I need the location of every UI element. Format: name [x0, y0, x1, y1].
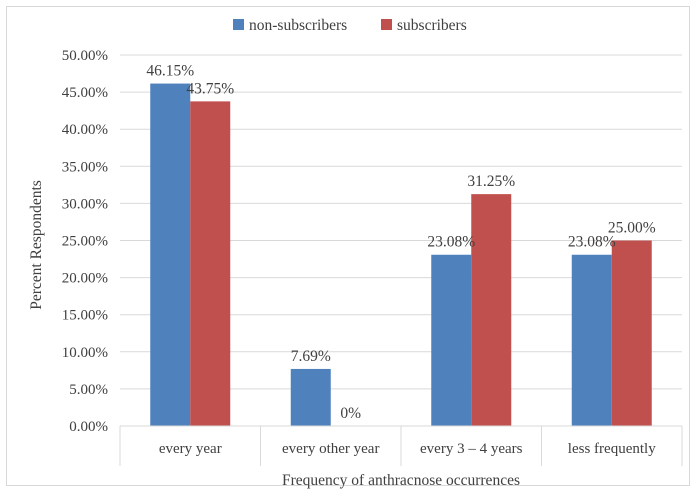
x-axis: every year every other year every 3 – 4 ye…	[119, 425, 683, 466]
y-tick-label: 15.00%	[62, 308, 108, 324]
y-tick-label: 5.00%	[69, 382, 108, 398]
y-tick-label: 20.00%	[62, 271, 108, 287]
data-label: 23.08%	[568, 234, 616, 251]
legend: non-subscribers subscribers	[233, 17, 467, 34]
chart-frame	[6, 6, 690, 486]
bar	[611, 240, 652, 426]
bar	[571, 254, 612, 426]
y-tick-label: 10.00%	[62, 345, 108, 361]
data-label: 23.08%	[427, 234, 475, 251]
y-tick-label: 45.00%	[62, 85, 108, 101]
data-label: 46.15%	[146, 63, 194, 80]
bar	[431, 254, 472, 426]
data-label: 43.75%	[186, 80, 234, 97]
y-tick-label: 25.00%	[62, 234, 108, 250]
x-tick-label: less frequently	[568, 441, 656, 457]
data-label: 31.25%	[467, 173, 515, 190]
legend-swatch	[381, 19, 392, 30]
data-label: 25.00%	[608, 220, 656, 237]
legend-label: non-subscribers	[249, 17, 347, 34]
y-tick-label: 30.00%	[62, 196, 108, 212]
x-tick-label: every year	[159, 441, 222, 457]
legend-swatch	[233, 19, 244, 30]
y-axis-ticks: 0.00% 5.00% 10.00% 15.00% 20.00% 25.00% 30.00%…	[62, 48, 108, 435]
y-tick-label: 0.00%	[69, 419, 108, 435]
data-label: 7.69%	[291, 348, 331, 365]
y-axis-title: Percent Respondents	[28, 180, 45, 310]
y-tick-label: 35.00%	[62, 159, 108, 175]
y-tick-label: 40.00%	[62, 122, 108, 138]
bar	[290, 368, 331, 426]
y-tick-label: 50.00%	[62, 48, 108, 64]
bar	[190, 101, 231, 426]
data-labels: 46.15% 7.69% 23.08% 23.08% 43.75% 0% 31.25% 25.…	[146, 63, 655, 422]
x-tick-label: every 3 – 4 years	[420, 441, 523, 457]
x-tick-label: every other year	[282, 441, 379, 457]
data-label: 0%	[340, 405, 361, 422]
x-axis-title: Frequency of anthracnose occurrences	[282, 472, 520, 489]
bar	[471, 194, 512, 426]
bar	[150, 83, 191, 426]
legend-label: subscribers	[397, 17, 467, 34]
bars	[150, 83, 652, 426]
